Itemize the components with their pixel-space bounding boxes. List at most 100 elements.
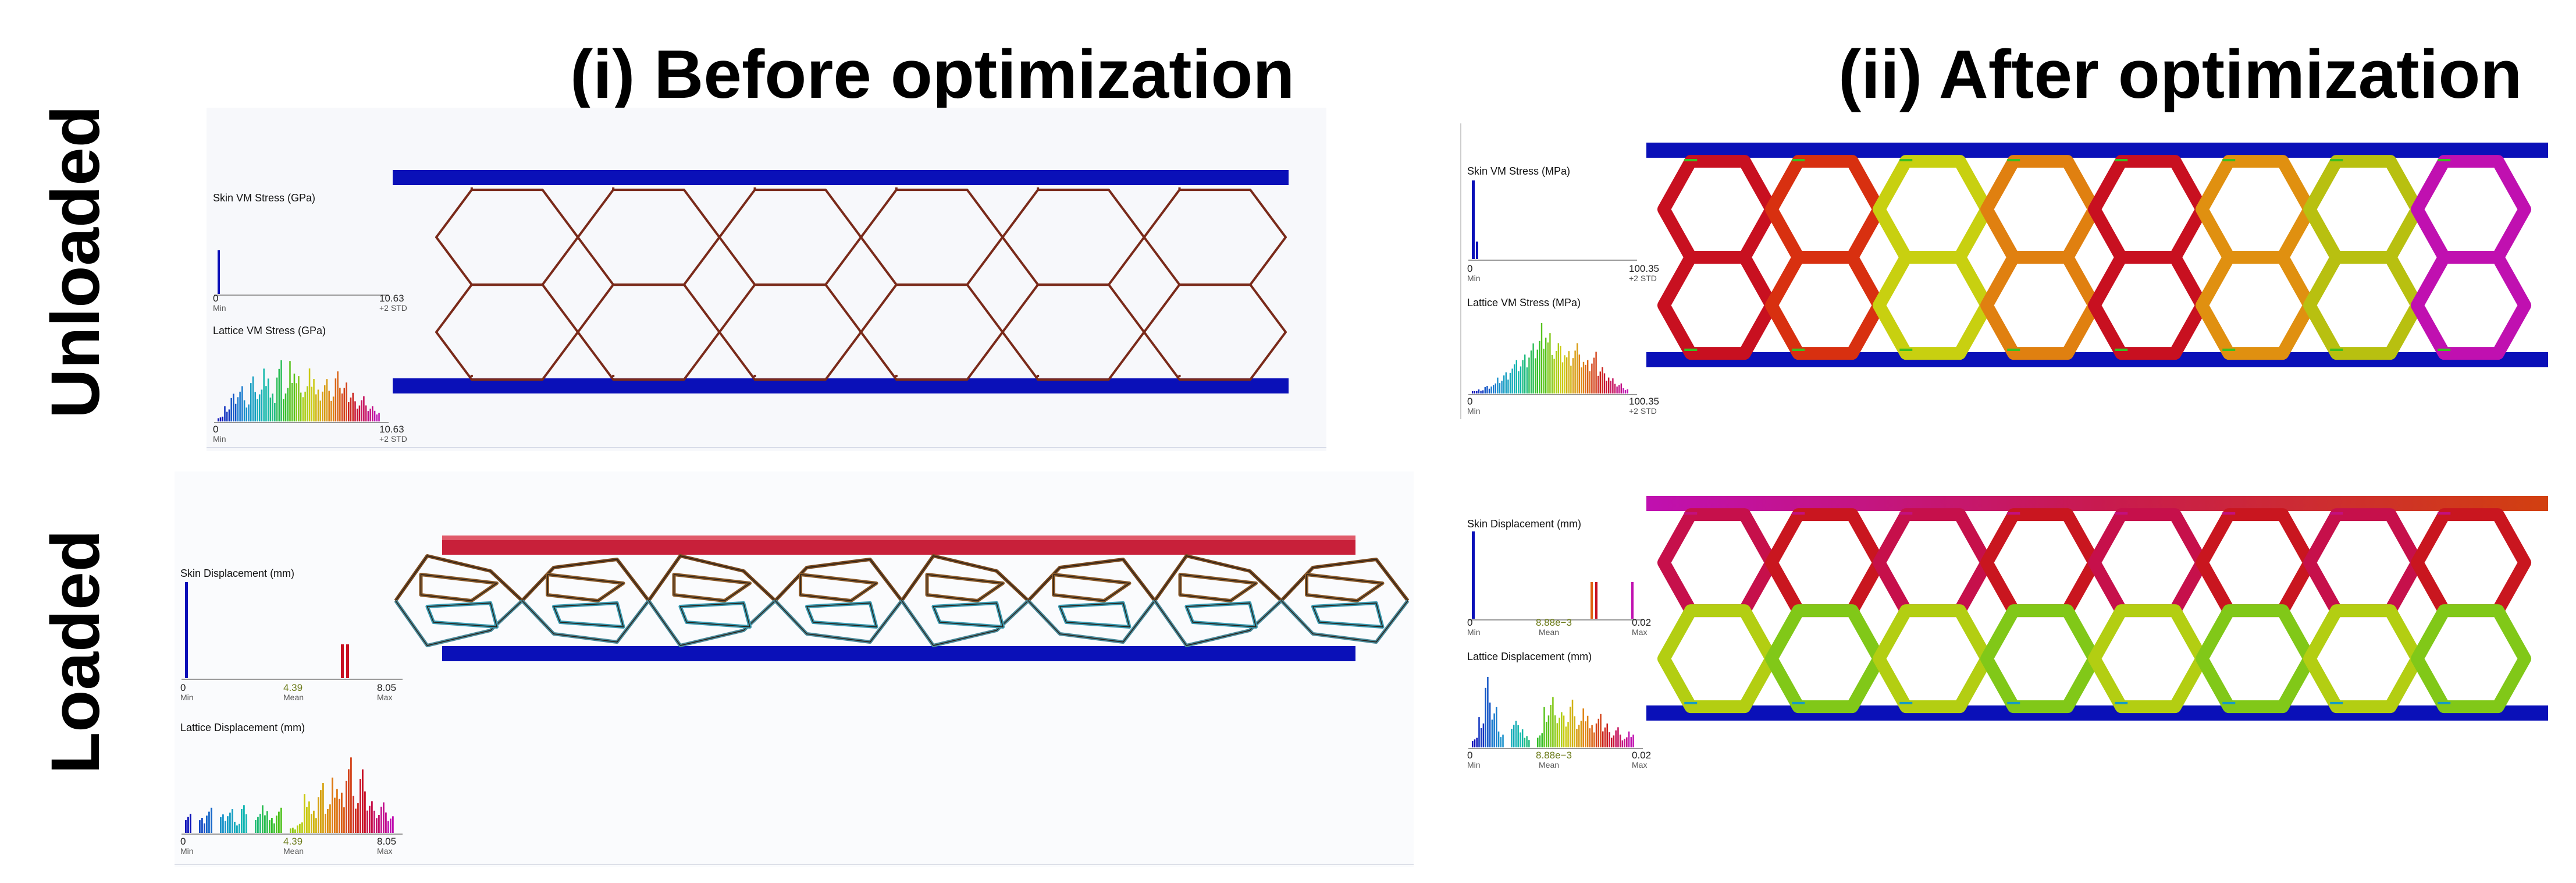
panel-baseline xyxy=(175,864,1414,865)
hist-bar xyxy=(1501,381,1503,393)
hist-bar xyxy=(1537,737,1539,747)
hist-bar xyxy=(318,797,319,833)
hist-bar xyxy=(1552,697,1554,747)
crushed-strut xyxy=(1058,601,1132,629)
crushed-strut-edge xyxy=(774,600,902,643)
hex-cell xyxy=(2196,604,2316,714)
hist-bar xyxy=(290,828,291,833)
hist-bar xyxy=(329,804,331,833)
skin-hist-max: 100.35 xyxy=(1629,263,1659,274)
hist-bar xyxy=(1565,726,1567,747)
bottom-skin xyxy=(1646,352,2548,367)
hist-bar xyxy=(273,823,275,833)
lattice-hist-min-sub: Min xyxy=(1467,760,1481,769)
hist-bar xyxy=(308,801,310,833)
lattice-hist-min-sub: Min xyxy=(180,846,194,856)
hist-bar xyxy=(241,386,243,421)
skin-hist-min: 0 xyxy=(180,682,186,693)
hex-cell xyxy=(1765,604,1885,714)
hist-bar xyxy=(307,386,308,421)
hist-bar xyxy=(289,361,291,421)
crushed-strut xyxy=(425,601,499,629)
hist-bar xyxy=(1530,350,1532,393)
skin-hist-min: 0 xyxy=(1467,617,1473,628)
hist-bar xyxy=(383,802,385,833)
hist-bar xyxy=(1486,386,1488,393)
hist-bar xyxy=(335,378,337,421)
hist-bar xyxy=(1528,740,1530,747)
skin-displacement-hist-title: Skin Displacement (mm) xyxy=(180,568,295,579)
hist-bar xyxy=(311,814,312,833)
lattice-hist-max: 0.02 xyxy=(1632,750,1652,761)
crushed-strut-edge xyxy=(1186,602,1257,627)
hist-bar xyxy=(1472,531,1475,619)
crushed-strut-edge xyxy=(521,600,649,643)
crushed-strut-edge xyxy=(648,600,776,646)
hist-bar xyxy=(346,644,349,678)
hist-bar xyxy=(1623,388,1624,393)
hist-bar xyxy=(1626,737,1628,747)
hist-bar xyxy=(1488,388,1490,393)
hist-bar xyxy=(263,368,265,421)
crushed-strut-edge xyxy=(1027,559,1155,601)
hist-bar xyxy=(376,414,378,421)
hist-bar xyxy=(297,825,298,833)
hist-bar xyxy=(1628,731,1630,747)
hist-bar xyxy=(302,397,304,421)
skin-displacement-histogram xyxy=(1468,531,1643,620)
hist-bar xyxy=(1602,731,1604,747)
hist-bar xyxy=(1582,708,1584,747)
hist-bar xyxy=(317,389,319,421)
hist-bar xyxy=(1627,389,1628,393)
hex-cell xyxy=(1765,251,1885,360)
bottom-skin xyxy=(393,378,1289,393)
hex-cell xyxy=(1873,251,1993,360)
hist-bar xyxy=(237,397,239,421)
hist-bar xyxy=(371,801,373,833)
crushed-strut xyxy=(552,601,625,629)
crushed-strut-edge xyxy=(547,574,624,601)
hist-bar xyxy=(339,388,341,421)
hist-bar xyxy=(346,382,347,421)
hist-bar xyxy=(1480,728,1482,747)
top-skin xyxy=(1646,143,2548,158)
hist-bar xyxy=(255,820,257,833)
hist-bar xyxy=(1502,735,1504,747)
hist-bar xyxy=(1581,367,1582,393)
lattice-hist-max: 100.35 xyxy=(1629,396,1659,407)
hist-bar xyxy=(332,777,333,833)
hex-cell xyxy=(1143,189,1287,286)
hist-bar xyxy=(353,796,354,833)
hist-bar xyxy=(230,398,232,421)
hist-bar xyxy=(1487,676,1489,747)
lattice-stress-histogram xyxy=(214,360,389,423)
hist-bar xyxy=(264,815,266,833)
hist-bar xyxy=(332,396,335,421)
lattice-hist-mean-sub: Mean xyxy=(1539,760,1560,769)
hist-bar xyxy=(1540,322,1543,393)
hist-bar xyxy=(373,810,375,833)
hist-bar xyxy=(1472,180,1475,259)
crushed-strut-edge xyxy=(1280,559,1408,601)
hist-bar xyxy=(1514,364,1515,393)
hist-bar xyxy=(1493,713,1495,747)
lattice-stress-hist-title: Lattice VM Stress (MPa) xyxy=(1467,297,1581,308)
hist-bar xyxy=(362,769,364,833)
hist-bar xyxy=(265,386,267,421)
hist-bar xyxy=(269,398,272,421)
hist-bar xyxy=(187,817,189,833)
hist-bar xyxy=(1591,725,1593,747)
hist-bar xyxy=(204,823,205,833)
hist-bar xyxy=(336,789,338,833)
crushed-strut xyxy=(521,599,650,644)
top-skin-face xyxy=(442,536,1355,540)
skin-hist-max: 0.02 xyxy=(1632,617,1652,628)
hist-bar xyxy=(226,412,228,421)
hist-bar xyxy=(1589,728,1591,747)
hist-bar xyxy=(372,406,373,421)
lattice-hist-min: 0 xyxy=(1467,396,1473,407)
hist-bar xyxy=(387,821,389,833)
hist-bar xyxy=(354,401,356,421)
hist-bar xyxy=(239,391,241,421)
hist-bar xyxy=(330,400,332,421)
